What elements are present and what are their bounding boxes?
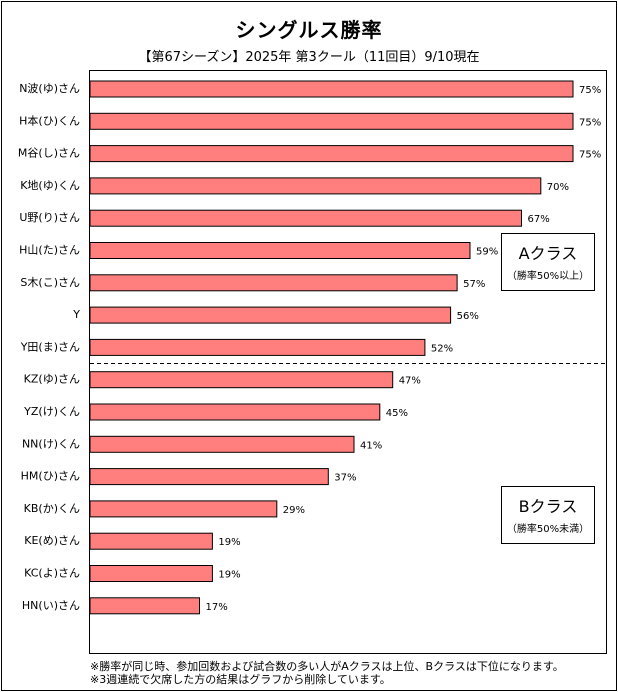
bar [90,500,278,518]
category-label: Y田(ま)さん [20,340,80,353]
category-label: K地(ゆ)くん [20,179,80,192]
bar [90,532,213,550]
class-b-title: Bクラス [518,497,578,516]
bar-value-label: 19% [218,570,240,581]
category-label: YZ(け)くん [23,405,80,418]
category-label: KZ(ゆ)さん [24,373,80,386]
bar-value-label: 67% [528,214,550,225]
category-label: M谷(し)さん [18,147,80,160]
bar [90,274,458,292]
bar [90,371,394,389]
bar-value-label: 29% [283,505,305,516]
bar-value-label: 75% [579,150,601,161]
footnote-absence-rule: ※3週連続で欠席した方の結果はグラフから削除しています。 [90,673,391,686]
bar [90,338,426,356]
bar-value-label: 52% [431,343,453,354]
bar [90,209,522,227]
bar-value-label: 75% [579,85,601,96]
category-label: KC(よ)さん [24,567,80,580]
bar-value-label: 47% [399,376,421,387]
category-label: NN(け)くん [22,437,80,450]
chart-title: シングルス勝率 [235,18,383,42]
bar-value-label: 70% [547,182,569,193]
category-labels: N波(ゆ)さん H本(ひ)くん M谷(し)さん K地(ゆ)くん U野(り)さん H山(た)… [18,82,80,612]
category-label: H本(ひ)くん [19,113,80,127]
category-label: KB(か)くん [24,502,80,515]
category-label: HM(ひ)さん [21,470,80,483]
bar [90,145,574,163]
bar [90,468,329,486]
bar-chart: 75% 75% 75% 70% 67% 59% 57% 56% 52% 47% 45% 41% 37% 2… [90,80,606,615]
bar-value-label: 19% [218,537,240,548]
bar-value-label: 37% [334,473,356,484]
chart-subtitle: 【第67シーズン】2025年 第3クール（11回目）9/10現在 [138,50,480,65]
bar-value-label: 56% [457,311,479,322]
bar-value-label: 75% [579,117,601,128]
category-label: KE(め)さん [24,534,80,547]
class-a-box: Aクラス （勝率50%以上） [501,233,595,291]
bar-value-label: 59% [476,247,498,258]
plot-area: 75% 75% 75% 70% 67% 59% 57% 56% 52% 47% 45% 41% 37% 2… [89,70,607,654]
class-b-subtitle: （勝率50%未満） [506,524,590,535]
bar [90,597,200,615]
category-label: H山(た)さん [19,244,80,257]
bar [90,403,381,421]
bar [90,242,471,259]
class-a-subtitle: （勝率50%以上） [506,271,590,282]
bar [90,112,574,130]
category-label: Y [72,308,80,321]
class-a-title: Aクラス [518,244,578,263]
bar [90,306,452,324]
category-label: U野(り)さん [19,211,80,224]
bar-value-label: 57% [463,279,485,290]
bar-value-label: 45% [386,408,408,419]
footnotes: ※勝率が同じ時、参加回数および試合数の多い人がAクラスは上位、Bクラスは下位にな… [90,660,564,686]
category-label: N波(ゆ)さん [19,82,80,95]
bar [90,565,213,582]
category-label: S木(こ)さん [20,276,80,289]
bar [90,177,542,195]
bar [90,435,355,453]
footnote-tie-rule: ※勝率が同じ時、参加回数および試合数の多い人がAクラスは上位、Bクラスは下位にな… [90,660,564,673]
category-label: HN(い)さん [22,599,80,612]
bar-value-label: 17% [206,602,228,613]
class-b-box: Bクラス （勝率50%未満） [501,486,595,544]
bar [90,80,574,98]
bar-value-label: 41% [360,440,382,451]
